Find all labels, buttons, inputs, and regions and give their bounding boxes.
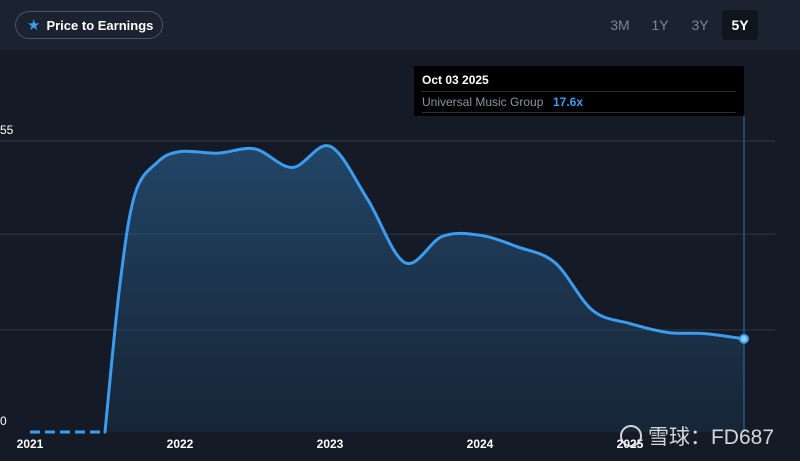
tooltip-row: Universal Music Group 17.6x: [422, 91, 736, 113]
x-tick-label: 2021: [17, 437, 44, 451]
range-button-1y[interactable]: 1Y: [651, 17, 669, 33]
chart-toolbar: ★ Price to Earnings 3M 1Y 3Y 5Y: [0, 0, 800, 50]
metric-dropdown[interactable]: ★ Price to Earnings: [15, 11, 163, 39]
tooltip-value: 17.6x: [553, 95, 584, 109]
star-icon: ★: [27, 16, 41, 34]
series-line: [103, 144, 746, 434]
y-tick-label: 0: [0, 414, 7, 428]
range-selector: 3M 1Y 3Y 5Y: [602, 10, 758, 40]
snowball-logo-icon: [619, 425, 642, 447]
watermark-text: 雪球：FD687: [647, 426, 774, 449]
series-area: [105, 145, 744, 432]
y-tick-label: 55: [0, 123, 14, 137]
range-button-3y[interactable]: 3Y: [691, 17, 709, 33]
tooltip-series-name: Universal Music Group: [422, 95, 544, 109]
tooltip-date: Oct 03 2025: [422, 73, 489, 87]
chart-tooltip: Oct 03 2025 Universal Music Group 17.6x: [414, 66, 744, 116]
x-tick-label: 2022: [167, 437, 194, 451]
watermark: 雪球：FD687: [619, 421, 774, 451]
x-tick-label: 2023: [317, 437, 344, 451]
range-button-3m[interactable]: 3M: [610, 17, 630, 33]
highlighted-point: [739, 333, 749, 344]
range-button-5y[interactable]: 5Y: [722, 10, 758, 40]
metric-dropdown-label: Price to Earnings: [46, 17, 154, 33]
x-tick-label: 2024: [467, 437, 494, 451]
